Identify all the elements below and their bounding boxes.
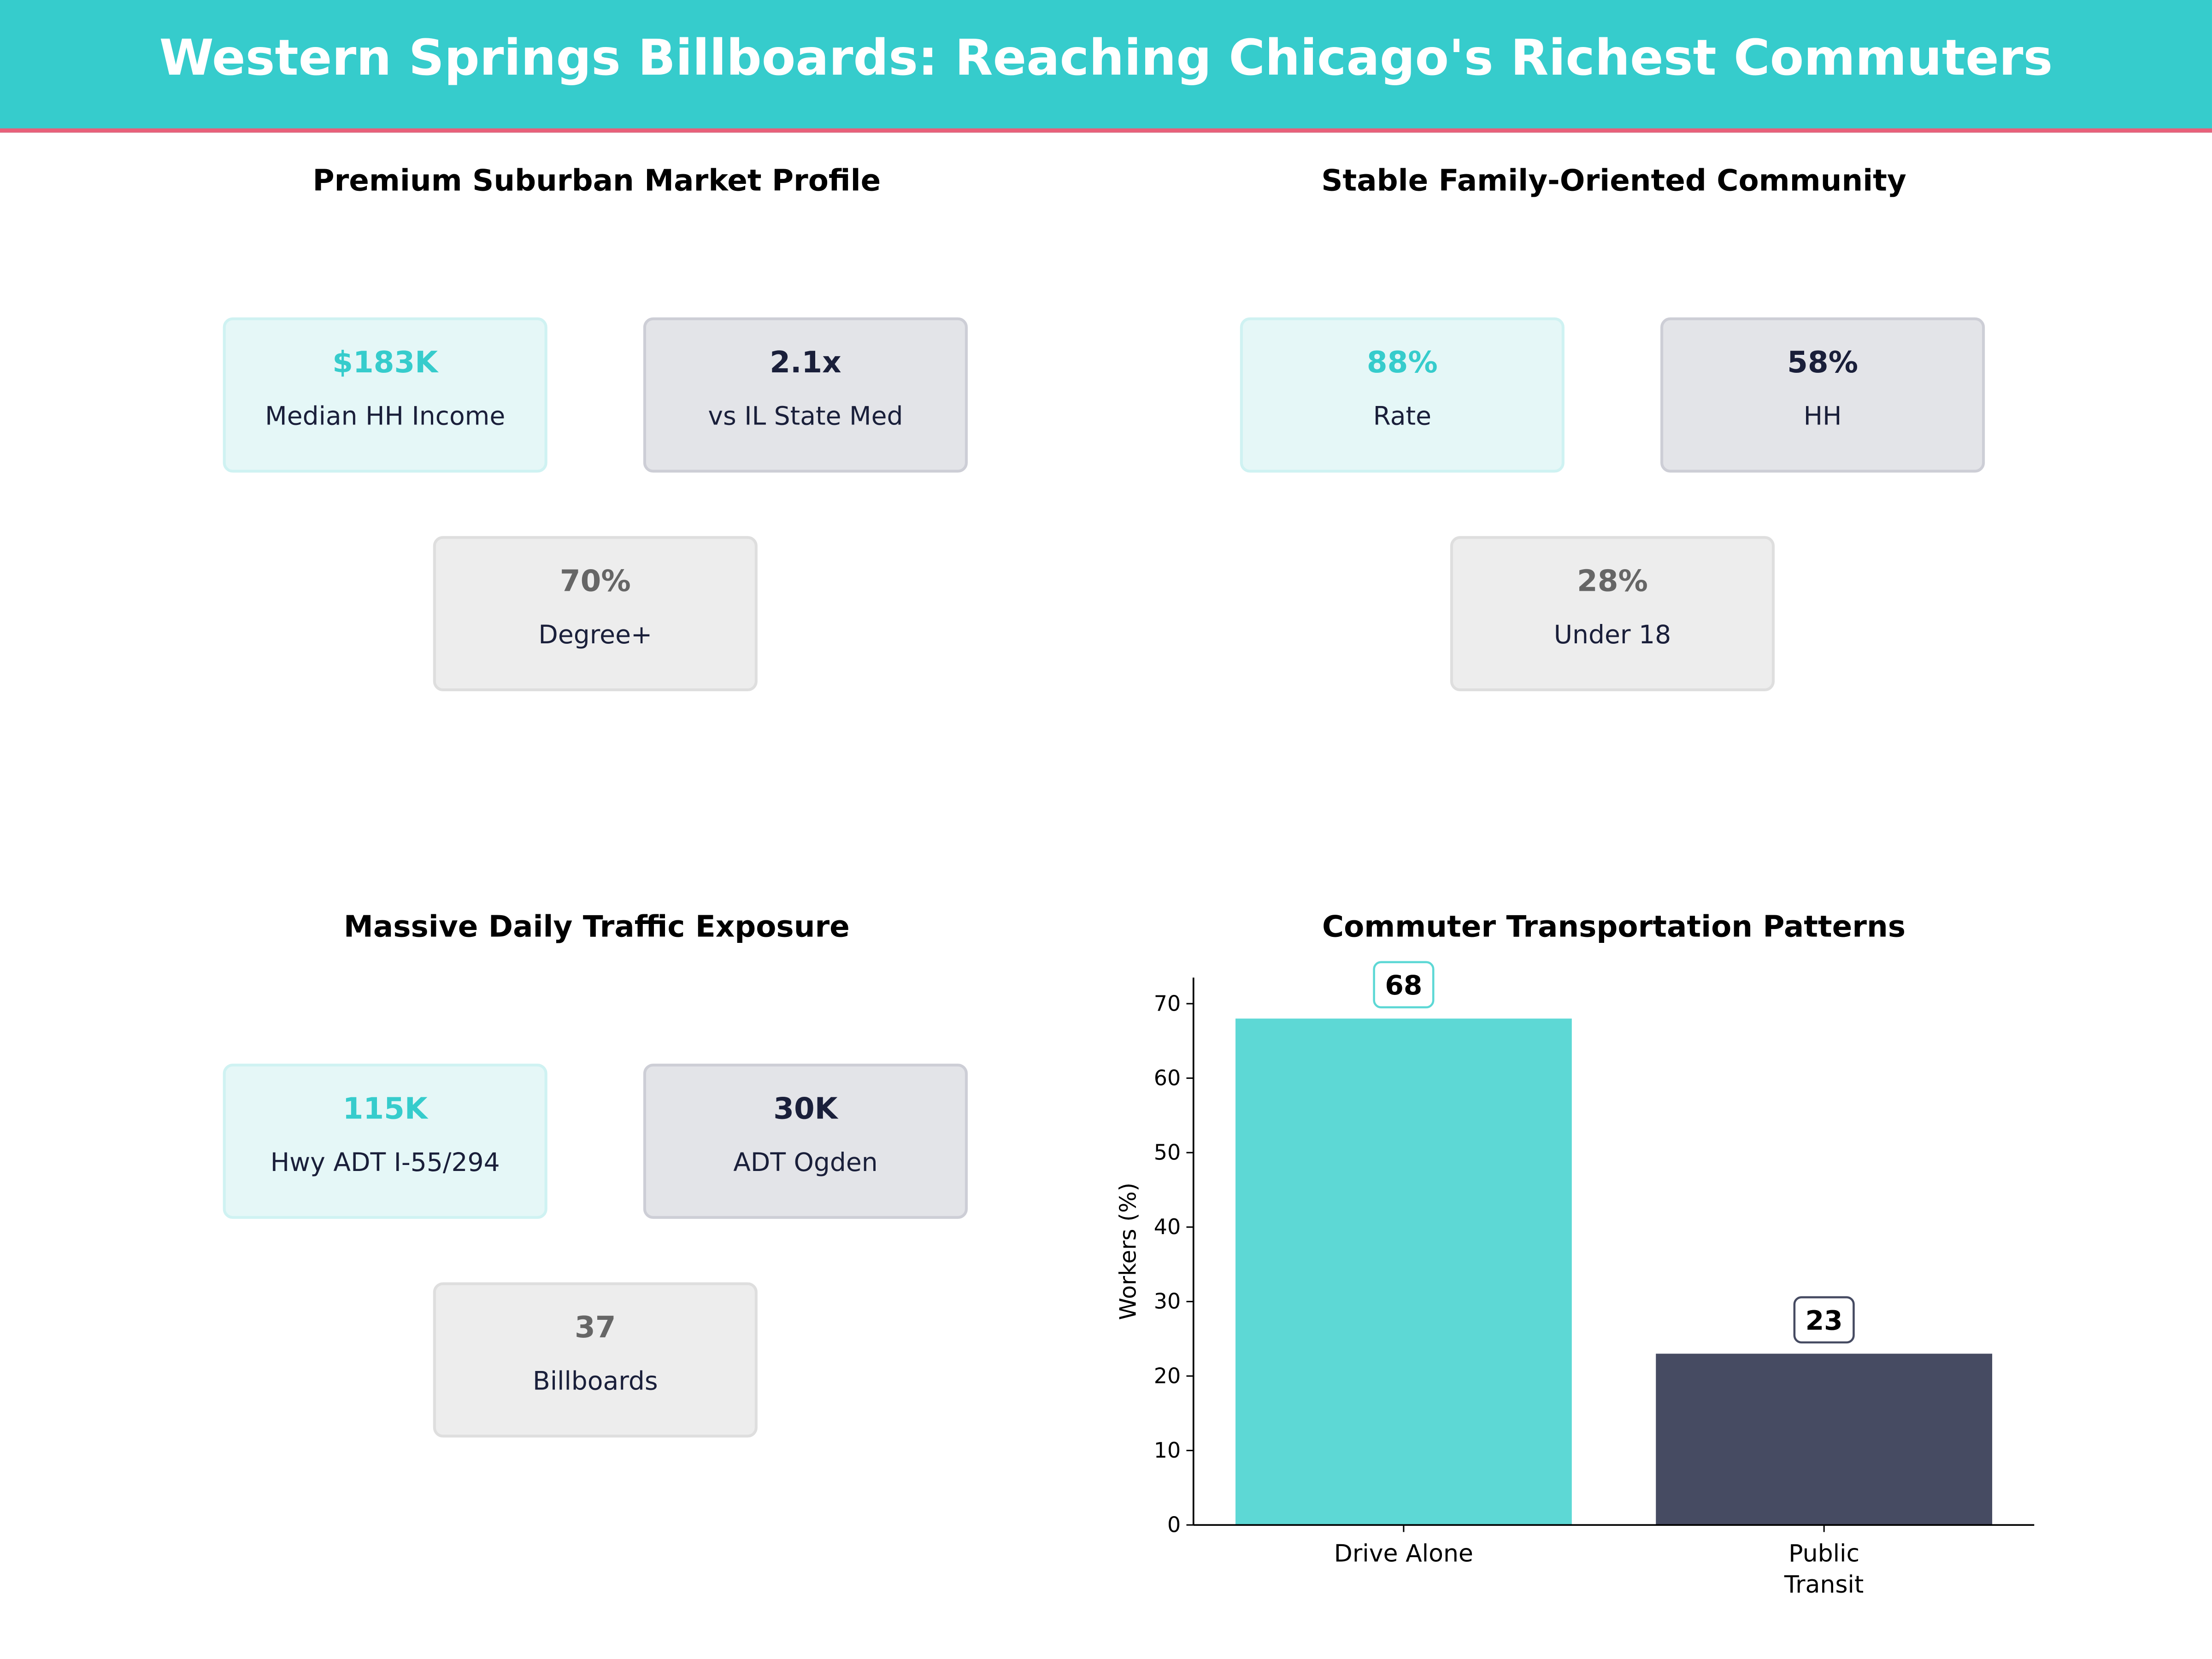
stat-card-degree: 70% Degree+ xyxy=(433,536,758,691)
y-tick-label: 60 xyxy=(1154,1065,1181,1090)
y-tick-label: 30 xyxy=(1154,1289,1181,1314)
stat-value: 28% xyxy=(1577,564,1648,598)
stat-value: 58% xyxy=(1787,345,1858,380)
stat-label: HH xyxy=(1803,402,1842,432)
stat-card-billboards: 37 Billboards xyxy=(433,1282,758,1438)
stat-label: Under 18 xyxy=(1553,620,1671,651)
stat-label: Rate xyxy=(1373,402,1432,432)
y-axis-label: Workers (%) xyxy=(1115,1182,1141,1320)
y-tick-label: 20 xyxy=(1154,1363,1181,1388)
stat-card-hh: 58% HH xyxy=(1660,317,1985,473)
bar-1 xyxy=(1656,1353,1993,1525)
x-tick-label: Drive Alone xyxy=(1334,1540,1473,1568)
panel-title-community: Stable Family-Oriented Community xyxy=(1321,164,1906,198)
stat-label: Median HH Income xyxy=(265,402,506,432)
data-label: 68 xyxy=(1385,970,1422,1001)
stat-value: 70% xyxy=(559,564,631,598)
stat-card-highway-adt: 115K Hwy ADT I-55/294 xyxy=(223,1064,547,1219)
stat-card-rate: 88% Rate xyxy=(1240,317,1565,473)
stat-value: 115K xyxy=(342,1092,428,1126)
data-label-box xyxy=(1793,1296,1855,1344)
stat-card-under-18: 28% Under 18 xyxy=(1450,536,1775,691)
header-banner: Western Springs Billboards: Reaching Chi… xyxy=(0,0,2212,133)
stat-value: 30K xyxy=(773,1092,838,1126)
stat-label: vs IL State Med xyxy=(708,402,903,432)
stat-label: Hwy ADT I-55/294 xyxy=(270,1148,500,1178)
data-label-box xyxy=(1373,961,1435,1009)
y-tick-label: 40 xyxy=(1154,1214,1181,1239)
data-label: 23 xyxy=(1806,1305,1843,1336)
bar-0 xyxy=(1235,1018,1572,1525)
stat-card-ogden-adt: 30K ADT Ogden xyxy=(643,1064,968,1219)
stat-label: Billboards xyxy=(533,1367,658,1397)
chart-title: Commuter Transportation Patterns xyxy=(1322,910,1906,944)
page-title: Western Springs Billboards: Reaching Chi… xyxy=(159,31,2053,88)
y-tick-label: 0 xyxy=(1167,1512,1181,1537)
stat-label: ADT Ogden xyxy=(733,1148,878,1178)
stat-value: 37 xyxy=(575,1310,616,1345)
panel-title-traffic: Massive Daily Traffic Exposure xyxy=(343,910,850,944)
x-tick-label: Transit xyxy=(1784,1571,1864,1599)
panel-title-market-profile: Premium Suburban Market Profile xyxy=(312,164,881,198)
stat-value: 2.1x xyxy=(770,345,841,380)
y-tick-label: 70 xyxy=(1154,991,1181,1016)
stat-value: $183K xyxy=(332,345,438,380)
stat-value: 88% xyxy=(1366,345,1438,380)
stat-card-state-ratio: 2.1x vs IL State Med xyxy=(643,317,968,473)
y-tick-label: 10 xyxy=(1154,1438,1181,1463)
stat-label: Degree+ xyxy=(538,620,653,651)
x-tick-label: Public xyxy=(1788,1540,1859,1568)
y-tick-label: 50 xyxy=(1154,1140,1181,1165)
stat-card-income: $183K Median HH Income xyxy=(223,317,547,473)
